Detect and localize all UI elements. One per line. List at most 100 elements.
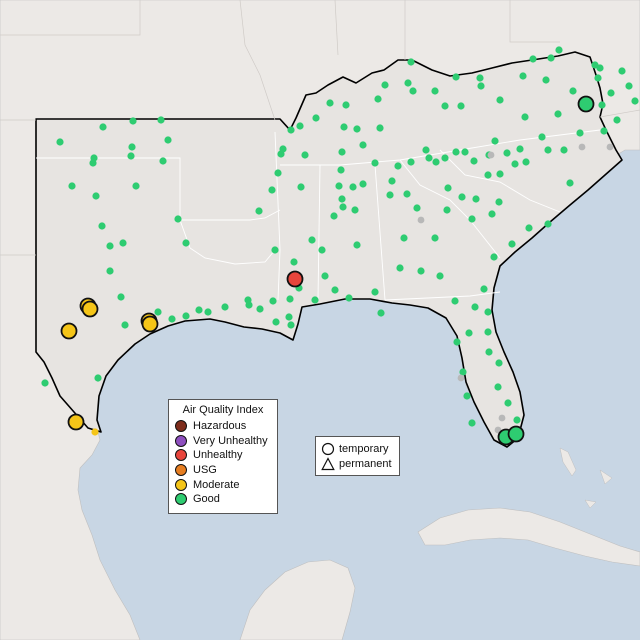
monitor-site-good[interactable] [351, 206, 359, 214]
monitor-site-good[interactable] [342, 101, 350, 109]
monitor-site-good[interactable] [318, 246, 326, 254]
monitor-site-good[interactable] [321, 272, 329, 280]
monitor-site-good[interactable] [451, 297, 459, 305]
monitor-site-good[interactable] [127, 152, 135, 160]
monitor-site-good[interactable] [56, 138, 64, 146]
monitor-site-good[interactable] [221, 303, 229, 311]
monitor-site-good[interactable] [119, 239, 127, 247]
monitor-site-good[interactable] [472, 195, 480, 203]
monitor-site-good[interactable] [99, 123, 107, 131]
monitor-site-good[interactable] [268, 186, 276, 194]
monitor-site-good[interactable] [154, 308, 162, 316]
monitor-site-good[interactable] [470, 157, 478, 165]
monitor-site-good[interactable] [409, 87, 417, 95]
monitor-site-no-data[interactable] [417, 216, 425, 224]
monitor-site-good[interactable] [272, 318, 280, 326]
monitor-site-good[interactable] [519, 72, 527, 80]
monitor-site-good[interactable] [560, 146, 568, 154]
monitor-site-good[interactable] [494, 383, 502, 391]
monitor-site-good[interactable] [394, 162, 402, 170]
monitor-site-good[interactable] [376, 124, 384, 132]
monitor-site-good[interactable] [286, 295, 294, 303]
monitor-site-good[interactable] [490, 253, 498, 261]
monitor-site-good[interactable] [525, 224, 533, 232]
monitor-site-good[interactable] [422, 146, 430, 154]
monitor-site-good[interactable] [443, 206, 451, 214]
monitor-site-good[interactable] [359, 180, 367, 188]
monitor-site-good[interactable] [488, 210, 496, 218]
monitor-site-good[interactable] [330, 212, 338, 220]
monitor-site-good[interactable] [508, 240, 516, 248]
monitor-site-good[interactable] [444, 184, 452, 192]
monitor-site-good[interactable] [441, 154, 449, 162]
monitor-site-no-data[interactable] [606, 143, 614, 151]
monitor-site-good[interactable] [407, 58, 415, 66]
monitor-site-good[interactable] [106, 267, 114, 275]
monitor-site-good[interactable] [554, 110, 562, 118]
monitor-site-good[interactable] [457, 102, 465, 110]
monitor-site-good[interactable] [337, 166, 345, 174]
monitor-site-good[interactable] [516, 145, 524, 153]
monitor-site-good[interactable] [164, 136, 172, 144]
monitor-site-good[interactable] [432, 158, 440, 166]
monitor-site-good[interactable] [484, 308, 492, 316]
monitor-site-good[interactable] [340, 123, 348, 131]
monitor-site-good[interactable] [522, 158, 530, 166]
monitor-site-good[interactable] [117, 293, 125, 301]
monitor-site-good[interactable] [94, 374, 102, 382]
monitor-site-good[interactable] [121, 321, 129, 329]
monitor-site-good[interactable] [89, 159, 97, 167]
monitor-site-good[interactable] [174, 215, 182, 223]
monitor-site-unhealthy[interactable] [286, 270, 304, 288]
monitor-site-good[interactable] [436, 272, 444, 280]
monitor-site-good[interactable] [452, 73, 460, 81]
monitor-site-good[interactable] [400, 234, 408, 242]
monitor-site-good[interactable] [507, 425, 525, 443]
monitor-site-good[interactable] [468, 215, 476, 223]
monitor-site-good[interactable] [569, 87, 577, 95]
monitor-site-good[interactable] [296, 122, 304, 130]
monitor-site-good[interactable] [371, 159, 379, 167]
monitor-site-moderate[interactable] [60, 322, 78, 340]
monitor-site-moderate[interactable] [91, 428, 99, 436]
monitor-site-good[interactable] [529, 55, 537, 63]
monitor-site-good[interactable] [204, 308, 212, 316]
monitor-site-good[interactable] [157, 116, 165, 124]
monitor-site-good[interactable] [468, 419, 476, 427]
monitor-site-good[interactable] [255, 207, 263, 215]
monitor-site-good[interactable] [495, 198, 503, 206]
monitor-site-good[interactable] [353, 125, 361, 133]
monitor-site-good[interactable] [374, 95, 382, 103]
monitor-site-good[interactable] [577, 95, 595, 113]
monitor-site-good[interactable] [195, 306, 203, 314]
monitor-site-good[interactable] [538, 133, 546, 141]
monitor-site-good[interactable] [287, 126, 295, 134]
monitor-site-good[interactable] [607, 89, 615, 97]
monitor-site-no-data[interactable] [498, 414, 506, 422]
monitor-site-good[interactable] [496, 96, 504, 104]
monitor-site-good[interactable] [345, 294, 353, 302]
monitor-site-good[interactable] [285, 313, 293, 321]
monitor-site-good[interactable] [132, 182, 140, 190]
monitor-site-good[interactable] [106, 242, 114, 250]
monitor-site-good[interactable] [311, 296, 319, 304]
monitor-site-good[interactable] [566, 179, 574, 187]
monitor-site-good[interactable] [431, 87, 439, 95]
monitor-site-good[interactable] [338, 195, 346, 203]
monitor-site-good[interactable] [349, 183, 357, 191]
monitor-site-good[interactable] [596, 64, 604, 72]
monitor-site-good[interactable] [371, 288, 379, 296]
monitor-site-good[interactable] [335, 182, 343, 190]
monitor-site-good[interactable] [471, 303, 479, 311]
monitor-site-good[interactable] [465, 329, 473, 337]
monitor-site-good[interactable] [271, 246, 279, 254]
monitor-site-good[interactable] [453, 338, 461, 346]
monitor-site-good[interactable] [417, 267, 425, 275]
monitor-site-good[interactable] [312, 114, 320, 122]
monitor-site-good[interactable] [544, 220, 552, 228]
monitor-site-good[interactable] [511, 160, 519, 168]
monitor-site-good[interactable] [491, 137, 499, 145]
monitor-site-good[interactable] [159, 157, 167, 165]
monitor-site-good[interactable] [503, 149, 511, 157]
monitor-site-good[interactable] [274, 169, 282, 177]
